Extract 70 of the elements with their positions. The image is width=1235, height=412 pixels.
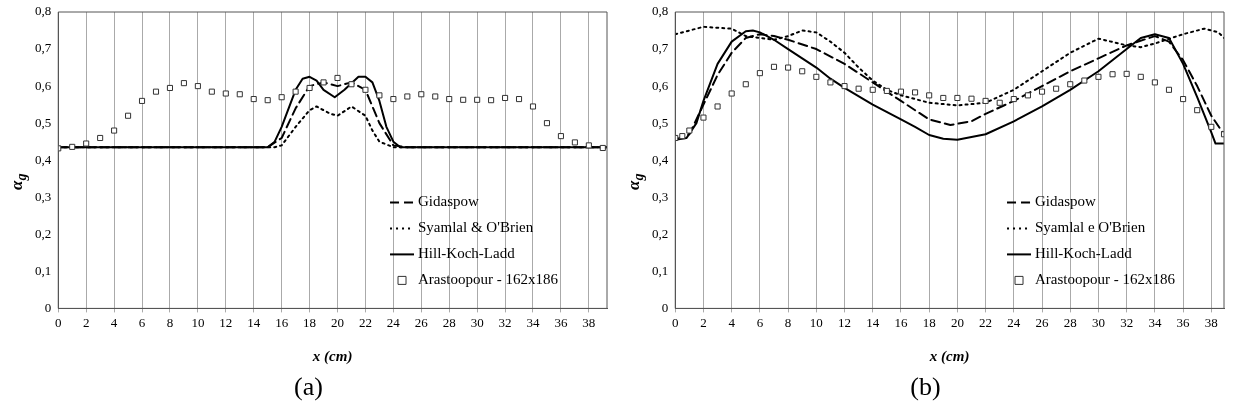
legend-label: Syamlal e O'Brien [1035, 219, 1146, 236]
y-tick-label: 0,6 [652, 77, 669, 93]
y-tick-label: 0,3 [652, 188, 669, 204]
x-tick-label: 6 [756, 314, 764, 330]
x-tick-label: 8 [784, 314, 792, 330]
x-tick-label: 10 [191, 314, 205, 330]
y-tick-label: 0,1 [35, 262, 52, 278]
y-tick-label: 0,2 [652, 225, 669, 241]
y-tick-label: 0,2 [35, 225, 52, 241]
x-tick-label: 38 [1204, 314, 1218, 330]
x-axis-title: x (cm) [928, 347, 970, 365]
x-tick-label: 0 [672, 314, 679, 330]
x-tick-label: 30 [1091, 314, 1105, 330]
x-tick-label: 16 [275, 314, 289, 330]
x-tick-label: 0 [55, 314, 62, 330]
legend-label: Syamlal & O'Brien [418, 219, 534, 236]
x-tick-label: 22 [358, 314, 372, 330]
x-tick-label: 24 [386, 314, 401, 330]
y-tick-label: 0,7 [652, 40, 669, 56]
x-tick-label: 36 [1176, 314, 1191, 330]
x-tick-label: 28 [1063, 314, 1077, 330]
x-tick-label: 12 [838, 314, 852, 330]
x-tick-label: 22 [979, 314, 993, 330]
x-tick-label: 4 [728, 314, 736, 330]
x-tick-label: 10 [809, 314, 823, 330]
text: (b) [909, 372, 942, 402]
x-tick-label: 24 [1007, 314, 1021, 330]
legend-label: Hill-Koch-Ladd [1035, 245, 1133, 262]
y-tick-label: 0,5 [652, 114, 669, 130]
x-tick-label: 6 [138, 314, 146, 330]
legend-label: Arastoopour - 162x186 [418, 271, 559, 288]
x-tick-label: 18 [922, 314, 936, 330]
x-tick-label: 12 [219, 314, 233, 330]
x-tick-label: 32 [1120, 314, 1134, 330]
x-tick-label: 4 [110, 314, 118, 330]
legend-label: Gidaspow [418, 193, 480, 210]
x-tick-label: 34 [1148, 314, 1162, 330]
y-tick-label: 0,4 [652, 151, 669, 167]
x-tick-label: 20 [950, 314, 964, 330]
y-tick-label: 0,4 [35, 151, 52, 167]
x-tick-label: 32 [498, 314, 512, 330]
x-tick-label: 14 [866, 314, 880, 330]
x-tick-label: 36 [554, 314, 568, 330]
y-tick-label: 0 [661, 299, 669, 315]
text: (a) [293, 372, 324, 402]
x-axis-title: x (cm) [311, 347, 353, 365]
legend-label: Arastoopour - 162x186 [1035, 271, 1176, 288]
y-tick-label: 0,7 [35, 40, 52, 56]
y-tick-label: 0,5 [35, 114, 52, 130]
x-tick-label: 38 [582, 314, 596, 330]
y-tick-label: 0,3 [35, 188, 52, 204]
y-tick-label: 0,8 [652, 3, 669, 19]
x-tick-label: 2 [700, 314, 707, 330]
legend-label: Hill-Koch-Ladd [418, 245, 516, 262]
x-tick-label: 26 [414, 314, 429, 330]
x-tick-label: 18 [303, 314, 317, 330]
y-tick-label: 0,1 [652, 262, 669, 278]
legend-label: Gidaspow [1035, 193, 1097, 210]
x-tick-label: 14 [247, 314, 261, 330]
y-tick-label: 0,8 [35, 3, 52, 19]
x-tick-label: 20 [331, 314, 345, 330]
x-tick-label: 26 [1035, 314, 1050, 330]
x-tick-label: 16 [894, 314, 908, 330]
x-tick-label: 2 [82, 314, 90, 330]
y-tick-label: 0,6 [35, 77, 52, 93]
x-tick-label: 8 [166, 314, 174, 330]
x-tick-label: 28 [442, 314, 456, 330]
x-tick-label: 34 [526, 314, 540, 330]
x-tick-label: 30 [470, 314, 484, 330]
y-tick-label: 0 [44, 299, 52, 315]
